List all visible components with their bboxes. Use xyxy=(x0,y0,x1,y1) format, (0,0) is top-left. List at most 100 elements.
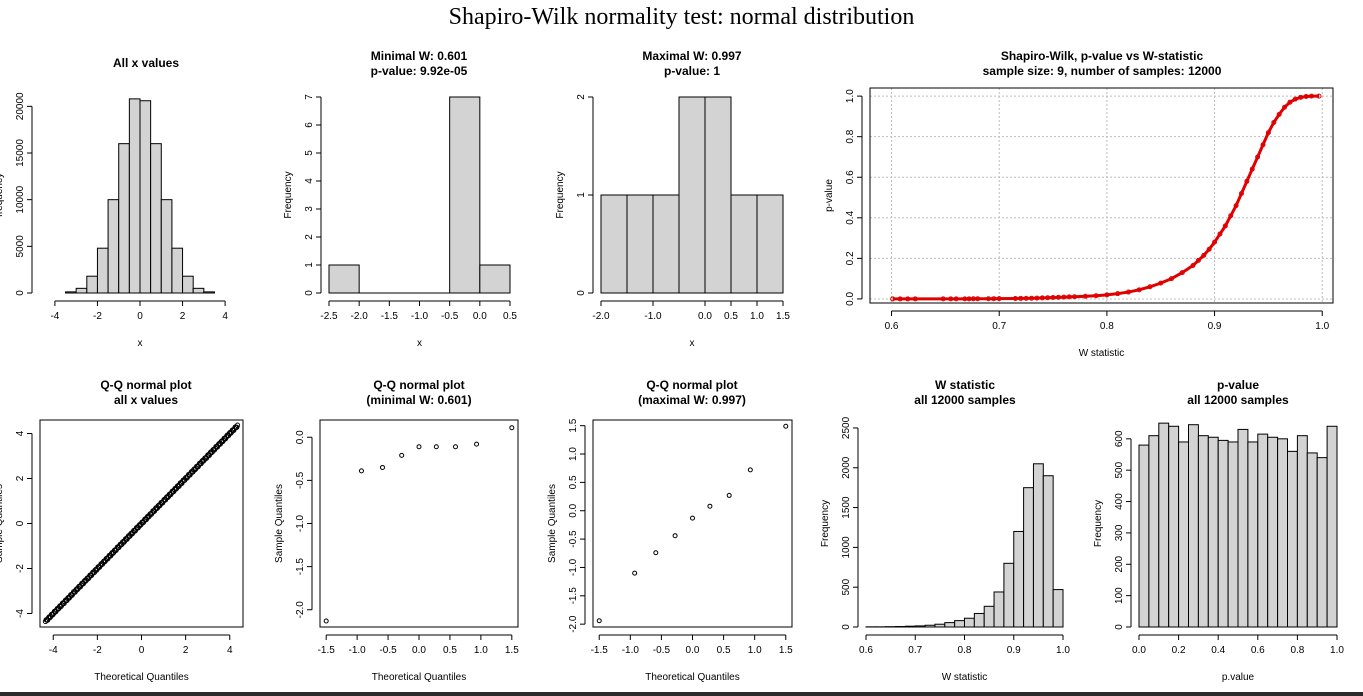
w-stat-hist-bar xyxy=(1042,475,1054,628)
minimal-w-hist-y-tick-label: 2 xyxy=(304,234,315,240)
p-value-hist-y-tick-label: 500 xyxy=(1114,461,1125,478)
p-value-hist-bar xyxy=(1237,428,1249,628)
pvalue-vs-w-scatter-y-tick-label: 0.8 xyxy=(845,129,856,143)
qq-minimal-w-x-label: Theoretical Quantiles xyxy=(372,672,467,683)
qq-minimal-w-x-tick-label: -1.5 xyxy=(318,645,336,656)
qq-maximal-w-y-tick-label: 1.5 xyxy=(568,418,579,432)
w-stat-hist-x-label: W statistic xyxy=(942,672,988,683)
maximal-w-hist-bar xyxy=(704,96,732,294)
p-value-hist-bar xyxy=(1306,452,1318,628)
p-value-hist-x-tick-label: 0.6 xyxy=(1251,645,1265,656)
qq-maximal-w-plot-box xyxy=(592,419,793,628)
all-x-hist-bar xyxy=(107,199,120,294)
minimal-w-hist-y-tick-label: 6 xyxy=(304,122,315,128)
qq-maximal-w-y-tick-label: 0.0 xyxy=(568,503,579,517)
qq-all-x-x-tick-label: 4 xyxy=(227,645,233,656)
maximal-w-hist-bar xyxy=(730,194,758,294)
qq-maximal-w-x-label: Theoretical Quantiles xyxy=(645,672,740,683)
panel-p-value-hist xyxy=(1126,422,1338,640)
qq-maximal-w-point xyxy=(707,503,713,509)
qq-minimal-w-point xyxy=(474,441,480,447)
qq-maximal-w-point xyxy=(690,515,695,521)
all-x-hist-bar xyxy=(86,275,98,294)
qq-maximal-w-title-line: Q-Q normal plot xyxy=(646,378,737,392)
all-x-hist-y-tick-label: 15000 xyxy=(15,139,26,167)
qq-minimal-w-point xyxy=(358,468,364,474)
w-stat-hist-title-line: all 12000 samples xyxy=(914,393,1016,407)
all-x-hist-y-tick-label: 20000 xyxy=(15,92,26,120)
minimal-w-hist-y-tick-label: 7 xyxy=(304,94,315,100)
figure-title: Shapiro-Wilk normality test: normal dist… xyxy=(448,4,915,30)
qq-all-x-x-tick-label: 2 xyxy=(183,645,189,656)
p-value-hist-x-label: p.value xyxy=(1222,672,1255,683)
qq-all-x-x-label: Theoretical Quantiles xyxy=(94,672,189,683)
qq-maximal-w-x-tick-label: 0.5 xyxy=(717,645,731,656)
p-value-hist-bar xyxy=(1326,425,1338,628)
qq-minimal-w-title-line: Q-Q normal plot xyxy=(373,378,464,392)
p-value-hist-title-line: p-value xyxy=(1217,378,1259,392)
p-value-hist-bar xyxy=(1168,425,1180,628)
all-x-hist-y-label: frequency xyxy=(0,173,5,217)
qq-all-x-title-line: Q-Q normal plot xyxy=(100,378,191,392)
qq-minimal-w-y-label: Sample Quantiles xyxy=(274,484,285,563)
all-x-hist-bar xyxy=(150,143,162,294)
w-stat-hist-y-tick-label: 1500 xyxy=(841,496,852,519)
panel-qq-minimal-w xyxy=(307,419,519,640)
minimal-w-hist-x-tick-label: 0.5 xyxy=(503,311,517,322)
panel-minimal-w-hist xyxy=(316,96,511,306)
p-value-hist-bar xyxy=(1188,424,1199,628)
p-value-hist-y-tick-label: 200 xyxy=(1114,555,1125,572)
qq-maximal-w-point xyxy=(672,533,678,539)
p-value-hist-x-tick-label: 0.8 xyxy=(1290,645,1304,656)
qq-maximal-w-point xyxy=(632,570,638,576)
minimal-w-hist-x-tick-label: -1.5 xyxy=(381,311,399,322)
maximal-w-hist-y-tick-label: 1 xyxy=(576,192,587,198)
p-value-hist-bar xyxy=(1316,457,1328,628)
p-value-hist-x-tick-label: 1.0 xyxy=(1330,645,1344,656)
qq-minimal-w-y-tick-label: -1.5 xyxy=(295,558,306,576)
minimal-w-hist-bar xyxy=(479,264,511,294)
pvalue-vs-w-scatter-y-tick-label: 0.2 xyxy=(845,251,856,265)
w-stat-hist-y-tick-label: 2000 xyxy=(841,456,852,479)
qq-minimal-w-x-tick-label: 1.5 xyxy=(505,645,519,656)
all-x-hist-bar xyxy=(118,143,130,294)
panel-maximal-w-hist xyxy=(588,96,784,306)
w-stat-hist-y-label: Frequency xyxy=(820,500,831,547)
w-stat-hist-bar xyxy=(964,617,975,628)
p-value-hist-bar xyxy=(1277,438,1288,628)
minimal-w-hist-x-tick-label: -2.5 xyxy=(320,311,338,322)
maximal-w-hist-title-line: p-value: 1 xyxy=(664,64,720,78)
p-value-hist-y-label: Frequency xyxy=(1093,500,1104,547)
pvalue-vs-w-scatter-curve xyxy=(892,94,1319,301)
qq-maximal-w-point xyxy=(653,550,659,556)
qq-maximal-w-y-tick-label: -1.5 xyxy=(568,587,579,605)
p-value-hist-x-tick-label: 0.0 xyxy=(1132,645,1146,656)
all-x-hist-x-tick-label: -2 xyxy=(93,311,102,322)
qq-maximal-w-point xyxy=(783,423,789,429)
w-stat-hist-x-tick-label: 0.8 xyxy=(958,645,972,656)
pvalue-vs-w-scatter-x-tick-label: 0.6 xyxy=(885,321,899,332)
maximal-w-hist-bar xyxy=(652,194,680,294)
maximal-w-hist-x-tick-label: 1.0 xyxy=(750,311,764,322)
all-x-hist-x-tick-label: -4 xyxy=(50,311,59,322)
minimal-w-hist-x-tick-label: -0.5 xyxy=(441,311,459,322)
maximal-w-hist-bar xyxy=(600,194,628,294)
qq-maximal-w-y-tick-label: 0.5 xyxy=(568,475,579,489)
w-stat-hist-bar xyxy=(973,612,985,628)
pvalue-vs-w-scatter-title-line: sample size: 9, number of samples: 12000 xyxy=(983,64,1222,78)
pvalue-vs-w-scatter-x-tick-label: 0.7 xyxy=(992,321,1006,332)
w-stat-hist-y-tick-label: 2500 xyxy=(841,416,852,439)
pvalue-vs-w-scatter-y-tick-label: 0.6 xyxy=(845,170,856,184)
qq-maximal-w-point xyxy=(747,467,753,473)
all-x-hist-bar xyxy=(182,275,194,294)
panel-qq-all-x xyxy=(27,419,244,640)
p-value-hist-bar xyxy=(1158,422,1170,628)
pvalue-vs-w-scatter-y-tick-label: 1.0 xyxy=(845,89,856,103)
qq-maximal-w-x-tick-label: 1.0 xyxy=(748,645,762,656)
qq-maximal-w-point xyxy=(726,492,732,498)
qq-minimal-w-y-tick-label: -1.0 xyxy=(295,514,306,532)
p-value-hist-bar xyxy=(1257,433,1269,628)
qq-maximal-w-y-tick-label: 1.0 xyxy=(568,447,579,461)
qq-all-x-x-tick-label: -2 xyxy=(93,645,102,656)
